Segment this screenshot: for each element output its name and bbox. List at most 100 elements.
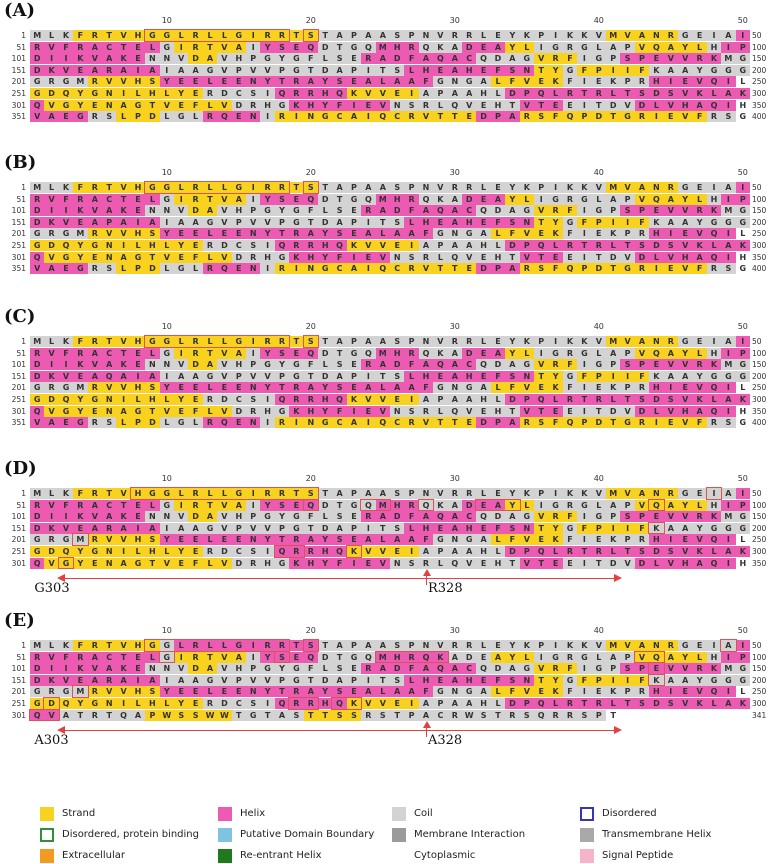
residue: T (102, 336, 117, 347)
residue: H (145, 88, 160, 99)
residue: P (735, 347, 750, 359)
residue: A (447, 511, 462, 523)
residue: T (375, 64, 390, 76)
residue: L (490, 534, 506, 546)
row-end-number: 341 (752, 710, 767, 720)
residue: L (649, 557, 664, 569)
residue: Q (274, 240, 290, 251)
legend-label: Helix (240, 808, 266, 819)
residue: L (202, 99, 218, 111)
residue: D (649, 394, 664, 405)
residue: T (534, 99, 549, 111)
residue: R (692, 205, 707, 217)
residue: E (130, 511, 146, 523)
residue: G (562, 64, 578, 76)
residue: R (562, 651, 578, 663)
row-end-number: 250 (752, 229, 767, 239)
residue: Y (692, 370, 707, 382)
residue: A (476, 534, 491, 546)
residue: G (58, 99, 74, 111)
residue: G (346, 41, 362, 53)
residue: P (577, 263, 592, 275)
residue: R (634, 111, 650, 123)
residue: H (231, 53, 246, 65)
residue: V (620, 251, 635, 263)
residue: D (30, 53, 45, 65)
residue: V (159, 557, 174, 569)
residue: G (620, 263, 635, 275)
residue: A (145, 216, 160, 228)
row-end-number: 350 (752, 252, 767, 262)
residue: P (519, 394, 534, 405)
residue: V (462, 405, 477, 417)
residue: I (260, 88, 275, 99)
residue: T (606, 417, 621, 429)
residue: L (174, 30, 189, 41)
residue: Q (303, 499, 318, 511)
residue: F (490, 674, 506, 686)
residue: V (678, 546, 693, 557)
legend-swatch (392, 828, 406, 842)
residue: K (606, 76, 621, 88)
residue: Y (159, 76, 174, 88)
residue: V (534, 663, 549, 675)
residue: H (130, 182, 146, 193)
residue: V (260, 64, 275, 76)
residue: T (534, 557, 549, 569)
residue: R (634, 263, 650, 275)
residue: I (404, 240, 419, 251)
residue: V (375, 251, 390, 263)
residue: A (721, 698, 736, 709)
range-arrow-line (58, 730, 621, 732)
residue: F (548, 417, 563, 429)
residue: R (404, 41, 419, 53)
residue: P (490, 417, 506, 429)
residue: F (404, 53, 419, 65)
residue: E (346, 382, 362, 394)
row-end-number: 150 (752, 512, 767, 522)
residue: T (577, 88, 592, 99)
residue: I (706, 336, 722, 347)
residue: K (735, 394, 750, 405)
residue: S (332, 686, 347, 698)
residue: A (447, 499, 462, 511)
residue: E (346, 53, 362, 65)
residue: V (692, 76, 707, 88)
position-tick-label: 10 (161, 168, 172, 177)
residue: F (505, 228, 520, 240)
row-end-number: 100 (752, 652, 767, 662)
residue: I (116, 394, 131, 405)
residue: F (577, 216, 592, 228)
residue: V (433, 336, 448, 347)
residue: E (591, 76, 606, 88)
residue: Y (274, 205, 290, 217)
residue: S (274, 41, 290, 53)
residue: I (534, 651, 549, 663)
residue: K (433, 499, 448, 511)
residue: E (692, 336, 707, 347)
residue: A (130, 709, 146, 721)
residue: N (159, 511, 174, 523)
residue: G (721, 64, 736, 76)
row-end-number: 350 (752, 100, 767, 110)
residue: S (721, 111, 736, 123)
residue: V (663, 511, 678, 523)
residue: S (663, 698, 678, 709)
residue: V (678, 511, 693, 523)
residue: D (188, 53, 203, 65)
residue: G (159, 41, 174, 53)
residue: I (159, 522, 174, 534)
residue: I (346, 251, 362, 263)
residue: K (562, 640, 578, 651)
residue: L (404, 674, 419, 686)
residue: V (361, 546, 376, 557)
residue: Q (706, 557, 722, 569)
residue: T (274, 228, 290, 240)
residue: N (519, 674, 534, 686)
residue: E (130, 651, 146, 663)
residue: Q (418, 193, 434, 205)
legend-swatch (218, 828, 232, 842)
residue: V (663, 251, 678, 263)
residue: K (649, 370, 664, 382)
residue: Y (274, 53, 290, 65)
